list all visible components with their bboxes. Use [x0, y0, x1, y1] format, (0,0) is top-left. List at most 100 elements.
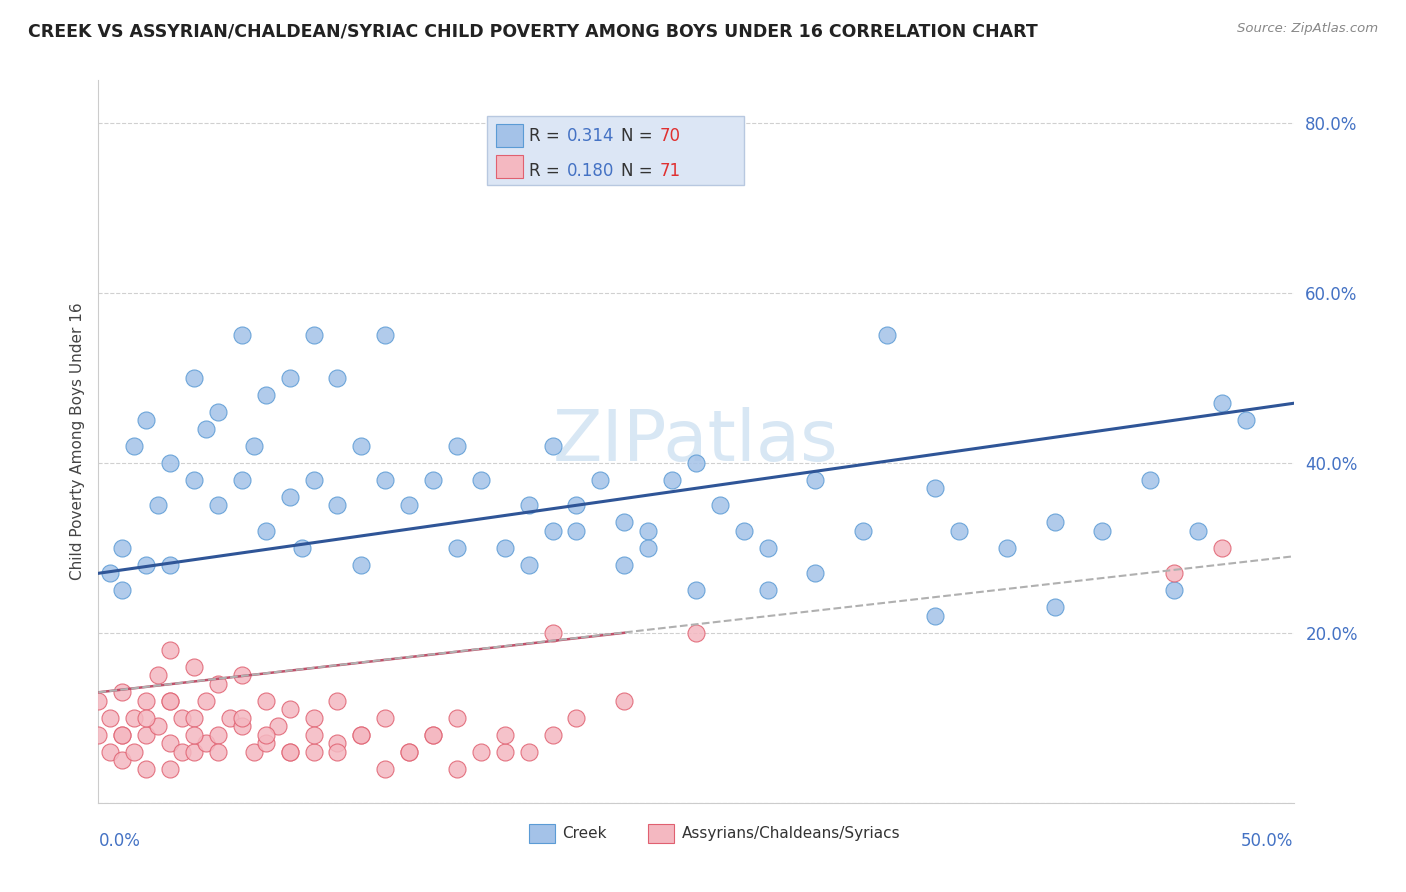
Point — [124, 711, 146, 725]
Point — [243, 439, 266, 453]
Point — [207, 745, 229, 759]
Text: R =: R = — [529, 161, 565, 179]
Point — [278, 745, 301, 759]
Point — [1043, 516, 1066, 530]
Point — [565, 524, 588, 538]
Point — [183, 660, 205, 674]
Point — [350, 558, 373, 572]
Point — [267, 719, 290, 733]
Point — [685, 456, 707, 470]
Point — [159, 762, 181, 776]
Point — [852, 524, 875, 538]
Point — [111, 583, 134, 598]
Bar — [496, 124, 523, 147]
Point — [278, 371, 301, 385]
Point — [398, 745, 420, 759]
Point — [924, 481, 946, 495]
Text: 50.0%: 50.0% — [1241, 831, 1294, 850]
Text: ZIPatlas: ZIPatlas — [553, 407, 839, 476]
Y-axis label: Child Poverty Among Boys Under 16: Child Poverty Among Boys Under 16 — [69, 302, 84, 581]
Point — [302, 473, 325, 487]
Point — [613, 516, 636, 530]
Point — [494, 541, 516, 555]
Text: 0.314: 0.314 — [567, 127, 614, 145]
Point — [470, 745, 492, 759]
Point — [135, 694, 157, 708]
Point — [254, 694, 277, 708]
Point — [302, 328, 325, 343]
Point — [231, 328, 253, 343]
Point — [231, 719, 253, 733]
Point — [135, 558, 157, 572]
Point — [207, 498, 229, 512]
Point — [733, 524, 755, 538]
Point — [804, 473, 827, 487]
Text: R =: R = — [529, 127, 565, 145]
Point — [148, 668, 170, 682]
Point — [195, 736, 218, 750]
Point — [183, 728, 205, 742]
Point — [1211, 396, 1233, 410]
Point — [350, 728, 373, 742]
Point — [709, 498, 731, 512]
Point — [374, 473, 396, 487]
Point — [278, 702, 301, 716]
Point — [183, 371, 205, 385]
Point — [111, 728, 134, 742]
Point — [637, 524, 659, 538]
Point — [350, 439, 373, 453]
Point — [159, 694, 181, 708]
Point — [541, 625, 564, 640]
Point — [326, 694, 349, 708]
Text: 71: 71 — [661, 161, 682, 179]
Point — [254, 388, 277, 402]
Point — [685, 625, 707, 640]
Point — [326, 736, 349, 750]
Point — [876, 328, 898, 343]
Point — [1163, 583, 1185, 598]
Text: Creek: Creek — [562, 826, 606, 841]
Point — [183, 745, 205, 759]
Point — [172, 745, 194, 759]
Point — [565, 711, 588, 725]
Point — [302, 745, 325, 759]
Point — [254, 728, 277, 742]
Point — [637, 541, 659, 555]
Point — [159, 736, 181, 750]
Text: 70: 70 — [661, 127, 681, 145]
Point — [159, 456, 181, 470]
Point — [494, 728, 516, 742]
Point — [517, 498, 540, 512]
Point — [302, 711, 325, 725]
Point — [1091, 524, 1114, 538]
Point — [326, 371, 349, 385]
Point — [243, 745, 266, 759]
Point — [1043, 600, 1066, 615]
Text: 0.0%: 0.0% — [98, 831, 141, 850]
Point — [254, 524, 277, 538]
Point — [470, 473, 492, 487]
Point — [685, 583, 707, 598]
Point — [565, 498, 588, 512]
Point — [111, 728, 134, 742]
Point — [231, 711, 253, 725]
Point — [231, 473, 253, 487]
Point — [541, 728, 564, 742]
Point — [756, 541, 779, 555]
Point — [183, 473, 205, 487]
Point — [278, 745, 301, 759]
FancyBboxPatch shape — [486, 117, 744, 185]
Point — [1211, 541, 1233, 555]
Point — [446, 541, 468, 555]
Text: N =: N = — [620, 161, 658, 179]
Point — [517, 745, 540, 759]
Bar — [648, 824, 675, 843]
Point — [124, 745, 146, 759]
Point — [422, 728, 444, 742]
Point — [302, 728, 325, 742]
Point — [398, 498, 420, 512]
Point — [446, 762, 468, 776]
Point — [148, 719, 170, 733]
Point — [159, 694, 181, 708]
Point — [111, 541, 134, 555]
